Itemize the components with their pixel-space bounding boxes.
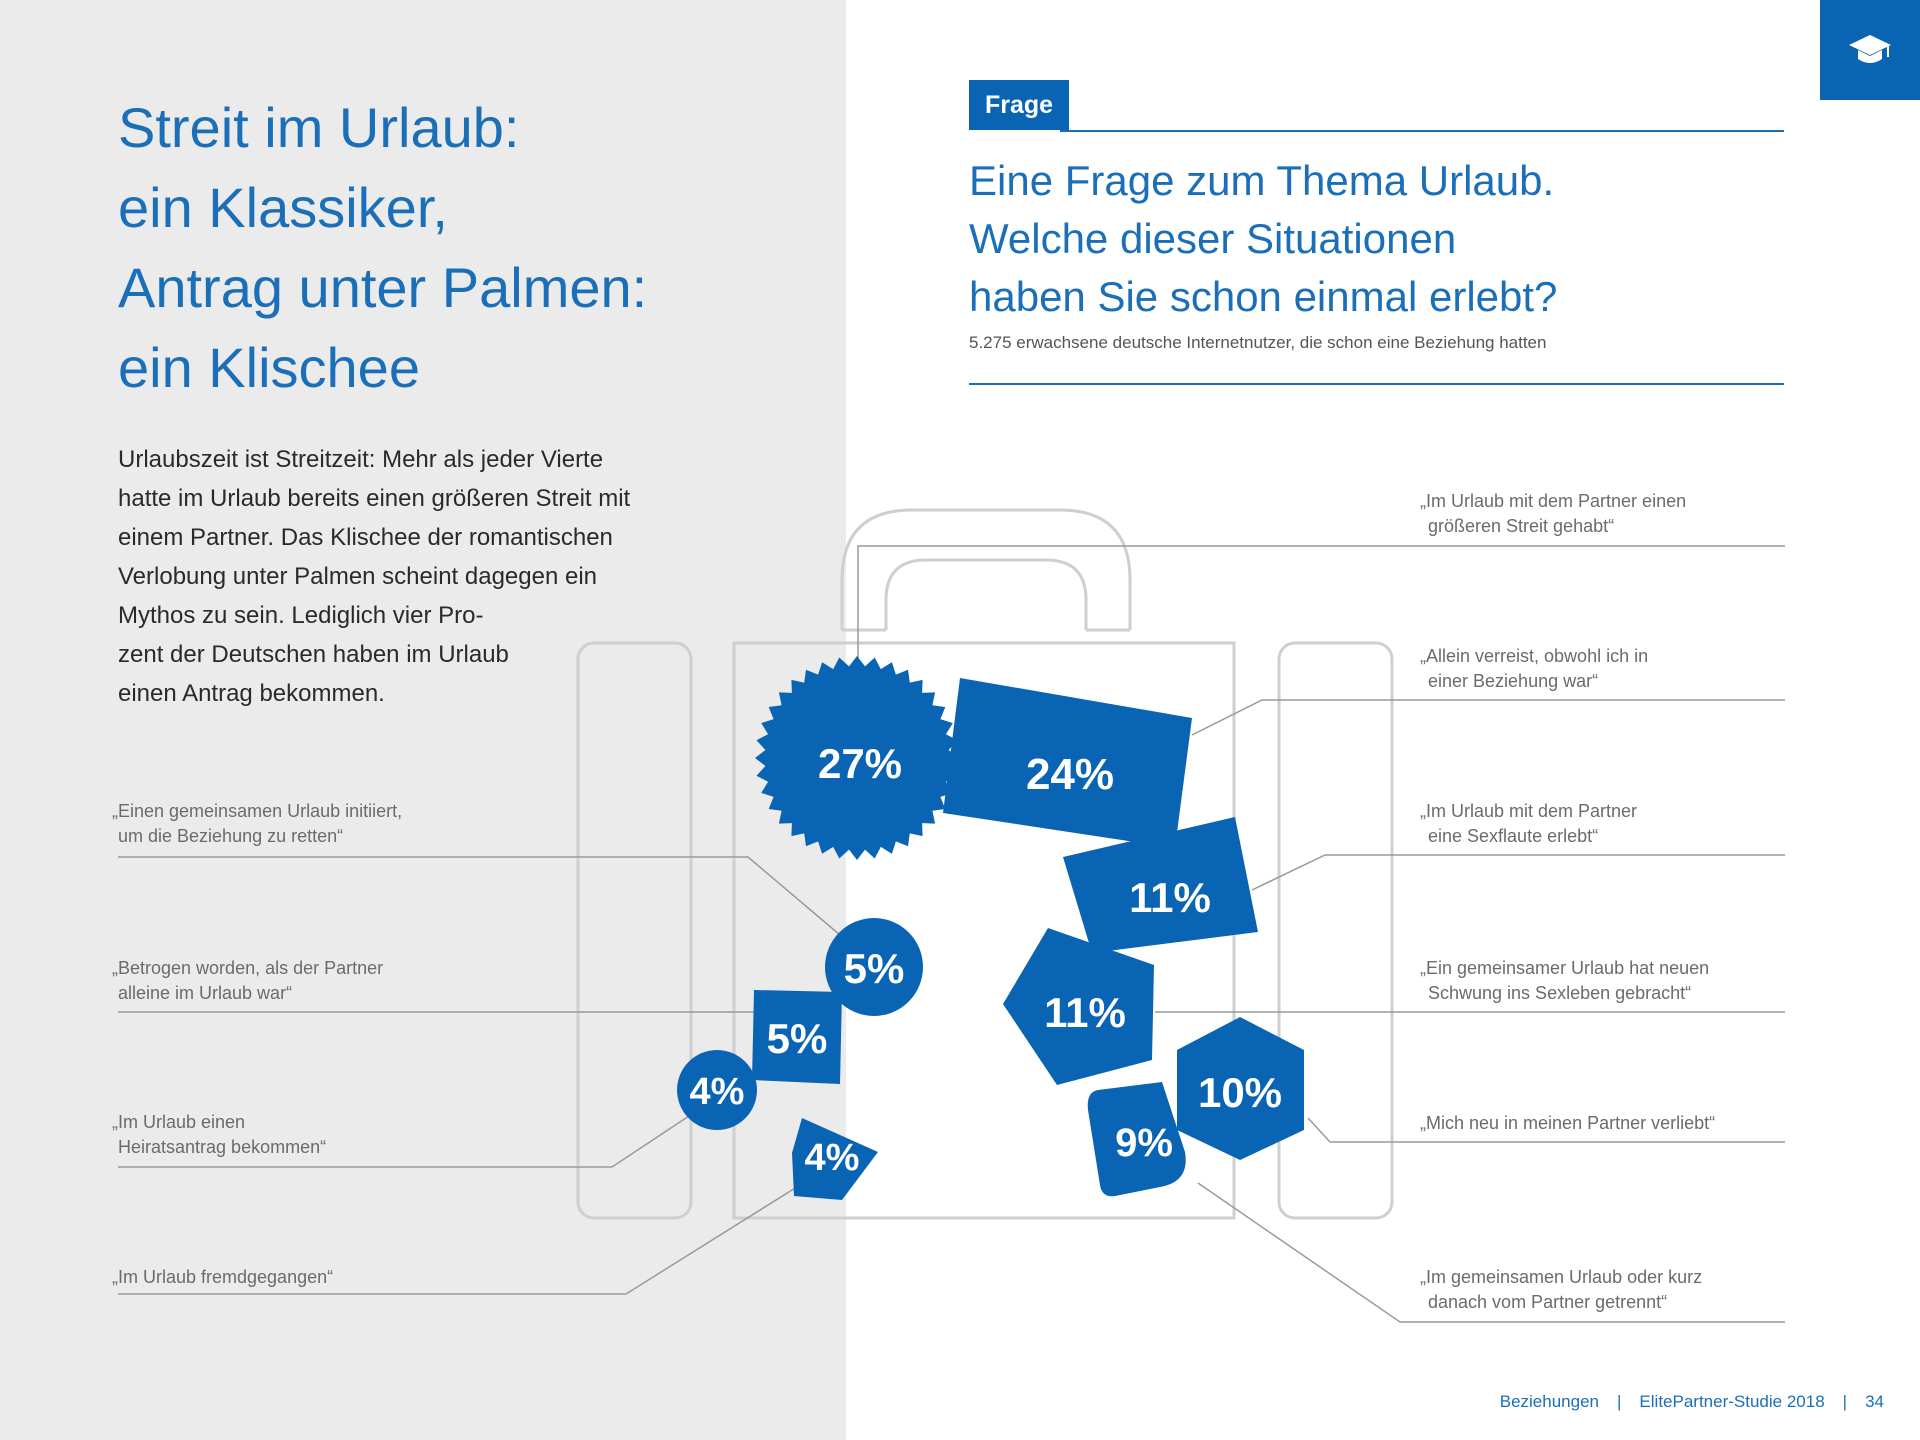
label-line: einer Beziehung war“ [1428,671,1599,691]
question-line: haben Sie schon einmal erlebt? [969,273,1558,320]
value-24: 24% [1026,750,1114,799]
frage-tag: Frage [969,80,1070,130]
circle-5-percent [825,918,923,1016]
value-11-b: 11% [1044,989,1126,1036]
leader-lines [118,545,1785,1323]
page-number: 34 [1865,1392,1884,1411]
label-separated: „Im gemeinsamen Urlaub oder kurz danach … [1420,1265,1702,1315]
label-line: „Im Urlaub einen [112,1112,246,1132]
label-line: eine Sexflaute erlebt“ [1428,826,1599,846]
footer-study[interactable]: ElitePartner-Studie 2018 [1639,1392,1825,1411]
label-line: „Mich neu in meinen Partner verliebt“ [1420,1113,1716,1133]
value-4-a: 4% [690,1071,745,1113]
footer-section[interactable]: Beziehungen [1499,1392,1599,1411]
intro-text: Urlaubszeit ist Streitzeit: Mehr als jed… [118,440,678,713]
tag-24-percent [943,678,1192,848]
pentagon-11-percent [1003,928,1154,1085]
footer-divider: | [1617,1392,1622,1411]
question-rule [969,383,1784,385]
headline-line: ein Klischee [118,336,420,399]
value-11-a: 11% [1129,874,1211,921]
value-9: 9% [1115,1121,1173,1165]
intro-line: einen Antrag bekommen. [118,680,385,707]
label-line: „Einen gemeinsamen Urlaub initiiert, [112,801,403,821]
footer-divider: | [1842,1392,1848,1411]
label-line: „Im Urlaub mit dem Partner einen [1420,491,1687,511]
frage-rule [1060,130,1784,132]
label-cheated-on: „Betrogen worden, als der Partner allein… [112,956,383,1006]
graduation-cap-icon [1849,35,1891,63]
label-line: Schwung ins Sexleben gebracht“ [1428,983,1692,1003]
label-argument: „Im Urlaub mit dem Partner einen größere… [1420,489,1686,539]
hexagon-10-percent [1177,1017,1304,1160]
headline-line: Streit im Urlaub: [118,96,520,159]
tag-9-percent [1087,1082,1186,1197]
label-line: „Ein gemeinsamer Urlaub hat neuen [1420,958,1710,978]
label-line: um die Beziehung zu retten“ [118,826,344,846]
label-line: alleine im Urlaub war“ [118,983,293,1003]
question-line: Eine Frage zum Thema Urlaub. [969,157,1555,204]
sample-note: 5.275 erwachsene deutsche Internetnutzer… [969,333,1547,352]
value-5-b: 5% [767,1015,828,1062]
label-proposal: „Im Urlaub einen Heiratsantrag bekommen“ [112,1110,326,1160]
page-headline: Streit im Urlaub: ein Klassiker, Antrag … [118,88,758,408]
label-cheated: „Im Urlaub fremdgegangen“ [112,1265,333,1290]
label-line: „Im Urlaub fremdgegangen“ [112,1267,334,1287]
value-10: 10% [1198,1069,1282,1116]
label-save-relationship: „Einen gemeinsamen Urlaub initiiert, um … [112,799,402,849]
page-footer: Beziehungen | ElitePartner-Studie 2018 | 34 [1500,1392,1884,1412]
value-27: 27% [818,740,902,787]
label-alone-travel: „Allein verreist, obwohl ich in einer Be… [1420,644,1648,694]
left-panel [0,0,846,1440]
label-fell-in-love: „Mich neu in meinen Partner verliebt“ [1420,1111,1715,1136]
label-line: „Im gemeinsamen Urlaub oder kurz [1420,1267,1703,1287]
label-line: danach vom Partner getrennt“ [1428,1292,1668,1312]
label-line: „Betrogen worden, als der Partner [112,958,384,978]
intro-line: einem Partner. Das Klischee der romantis… [118,524,613,551]
intro-line: Urlaubszeit ist Streitzeit: Mehr als jed… [118,446,604,473]
circle-4-percent [677,1050,757,1130]
label-line: „Allein verreist, obwohl ich in [1420,646,1649,666]
value-4-b: 4% [805,1137,860,1179]
label-sex-slump: „Im Urlaub mit dem Partner eine Sexflaut… [1420,799,1637,849]
label-line: „Im Urlaub mit dem Partner [1420,801,1638,821]
label-line: Heiratsantrag bekommen“ [118,1137,327,1157]
intro-line: Verlobung unter Palmen scheint dagegen e… [118,563,598,590]
seal-27-percent [755,656,959,860]
headline-line: Antrag unter Palmen: [118,256,648,319]
headline-line: ein Klassiker, [118,176,448,239]
question-line: Welche dieser Situationen [969,215,1457,262]
label-line: größeren Streit gehabt“ [1428,516,1615,536]
tag-11-percent-a [1063,817,1258,953]
intro-line: hatte im Urlaub bereits einen größeren S… [118,485,631,512]
label-new-momentum: „Ein gemeinsamer Urlaub hat neuen Schwun… [1420,956,1709,1006]
intro-line: Mythos zu sein. Lediglich vier Pro- [118,602,484,629]
question-text: Eine Frage zum Thema Urlaub. Welche dies… [969,152,1557,326]
value-5-a: 5% [844,945,905,992]
intro-line: zent der Deutschen haben im Urlaub [118,641,509,668]
square-5-percent [752,990,842,1084]
pentagon-4-percent [792,1118,878,1200]
corner-badge[interactable] [1820,0,1920,100]
